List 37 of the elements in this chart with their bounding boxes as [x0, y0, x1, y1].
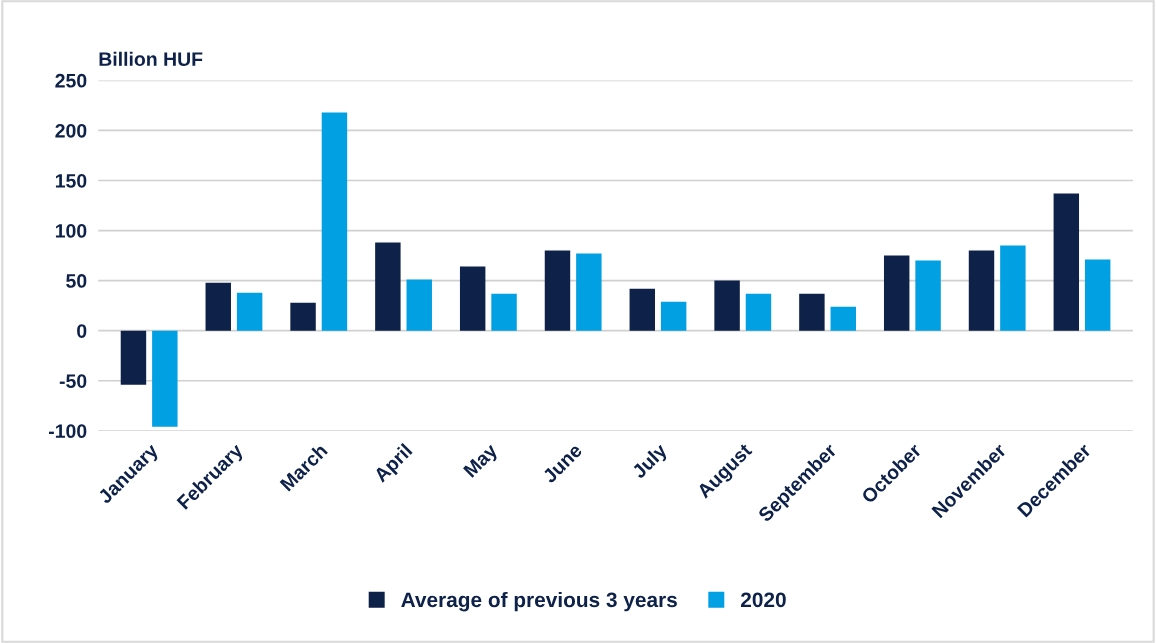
bar — [915, 260, 941, 331]
y-tick-label: 200 — [55, 123, 87, 138]
bar — [120, 330, 147, 385]
bar — [544, 250, 571, 331]
y-tick-label: 150 — [55, 173, 87, 188]
x-tick-label: July — [630, 441, 671, 483]
bar — [883, 255, 910, 331]
bar — [375, 242, 401, 331]
y-tick-label: -50 — [59, 374, 87, 388]
bar — [1000, 245, 1026, 331]
bar — [459, 266, 486, 331]
y-tick-label: 50 — [66, 274, 87, 288]
bar — [745, 293, 772, 331]
y-tick-label: 100 — [55, 224, 87, 238]
y-axis-title: Billion HUF — [99, 51, 203, 67]
y-tick-label: -100 — [49, 424, 87, 439]
bar — [629, 288, 655, 331]
bar — [968, 250, 995, 331]
bar — [491, 293, 517, 331]
y-tick-label: 250 — [55, 73, 87, 88]
bar — [152, 330, 178, 427]
bar — [205, 282, 231, 331]
bar — [576, 253, 602, 331]
x-tick-label: May — [463, 442, 502, 481]
bar — [236, 292, 263, 331]
bar — [290, 302, 316, 331]
legend-label: Average of previous 3 years — [401, 591, 677, 612]
bar — [1053, 193, 1080, 331]
bar — [321, 112, 348, 331]
bar — [406, 279, 432, 331]
bar — [714, 280, 740, 331]
legend-label: 2020 — [740, 592, 786, 608]
bar — [830, 306, 856, 331]
y-tick-label: 0 — [77, 324, 87, 338]
bar — [660, 301, 687, 331]
bar — [799, 293, 825, 331]
bar — [1084, 259, 1111, 331]
